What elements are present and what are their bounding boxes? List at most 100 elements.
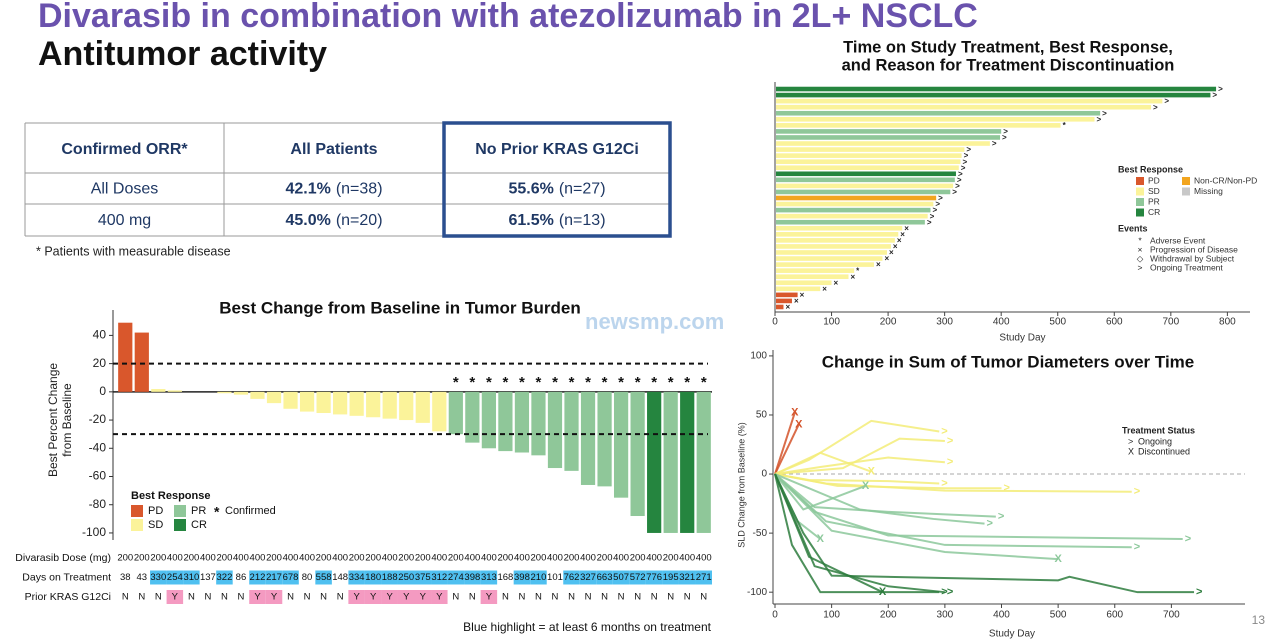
status-marker: X xyxy=(817,533,825,545)
bar xyxy=(448,391,463,435)
swim-bar xyxy=(776,256,883,261)
row-value: N xyxy=(320,592,327,603)
row-value: 200 xyxy=(663,553,679,564)
row-value: 200 xyxy=(117,553,133,564)
row-value: 663 xyxy=(597,572,613,583)
row-value: N xyxy=(138,592,145,603)
event-marker: > xyxy=(952,188,957,197)
bar xyxy=(696,391,711,533)
swim-bar xyxy=(776,286,821,292)
confirmed-marker: * xyxy=(502,374,508,391)
legend-label: CR xyxy=(1148,207,1160,217)
swim-bar xyxy=(776,280,832,286)
event-marker: × xyxy=(884,254,889,263)
row-value: N xyxy=(618,592,625,603)
cell-highlight xyxy=(348,570,365,585)
row-value: 400 xyxy=(481,553,497,564)
cell-highlight xyxy=(480,590,498,604)
row-value: 200 xyxy=(150,553,166,564)
x-tick-label: 800 xyxy=(1219,317,1236,328)
row-value: N xyxy=(651,592,658,603)
x-tick-label: 100 xyxy=(823,317,840,328)
event-marker: > xyxy=(964,151,969,160)
x-tick-label: 200 xyxy=(880,610,897,621)
row-label: Prior KRAS G12Ci xyxy=(25,591,111,603)
table-cell: 42.1% (n=38) xyxy=(285,181,382,198)
bar xyxy=(564,391,579,471)
legend-label: Missing xyxy=(1194,186,1223,196)
row-value: N xyxy=(568,592,575,603)
row-value: 250 xyxy=(398,572,414,583)
event-marker: > xyxy=(955,182,960,191)
legend-symbol: > xyxy=(1138,262,1143,272)
status-marker: X xyxy=(868,466,876,478)
swim-bar xyxy=(776,189,951,195)
status-marker: X xyxy=(795,418,803,430)
event-marker: × xyxy=(785,303,790,312)
event-marker: > xyxy=(935,200,940,209)
sld-line xyxy=(774,423,800,475)
row-value: 217 xyxy=(266,572,282,583)
swim-bar xyxy=(776,201,934,207)
row-value: N xyxy=(221,592,228,603)
row-value: N xyxy=(601,592,608,603)
cell-highlight xyxy=(596,570,613,585)
confirmed-marker: * xyxy=(536,374,542,391)
row-value: 400 xyxy=(332,553,348,564)
row-value: Y xyxy=(486,592,493,603)
row-value: Y xyxy=(370,592,377,603)
cell-highlight xyxy=(216,570,233,585)
legend-label: PD xyxy=(1148,175,1160,185)
swim-bar xyxy=(776,159,961,164)
confirmed-marker: * xyxy=(684,374,690,391)
cell-highlight xyxy=(695,570,712,585)
bar xyxy=(233,391,249,395)
legend-label: SD xyxy=(1148,186,1160,196)
swim-bar xyxy=(776,274,849,280)
confirmed-marker: * xyxy=(569,374,575,391)
cell-highlight xyxy=(381,590,398,604)
bar xyxy=(266,391,282,404)
x-tick-label: 700 xyxy=(1163,610,1180,621)
x-tick-label: 600 xyxy=(1106,610,1123,621)
event-marker: × xyxy=(834,278,839,287)
status-marker: > xyxy=(987,518,993,530)
event-marker: * xyxy=(856,266,860,275)
y-tick-label: -100 xyxy=(747,587,767,598)
row-value: 200 xyxy=(349,553,365,564)
event-marker: × xyxy=(822,284,827,293)
row-value: N xyxy=(535,592,542,603)
y-tick-label: -80 xyxy=(89,497,107,511)
legend-title: Events xyxy=(1118,223,1148,233)
sld-line xyxy=(774,473,884,594)
swim-bar xyxy=(776,98,1163,104)
legend-symbol: X xyxy=(1128,446,1134,456)
row-value: N xyxy=(337,592,344,603)
x-tick-label: 100 xyxy=(823,610,840,621)
row-value: Y xyxy=(254,592,261,603)
bar xyxy=(167,390,182,392)
bar xyxy=(613,391,629,498)
row-value: 322 xyxy=(217,572,233,583)
event-marker: > xyxy=(938,194,943,203)
legend-swatch xyxy=(131,519,143,531)
row-value: 400 xyxy=(547,553,563,564)
sld-line xyxy=(774,473,996,518)
confirmed-marker: * xyxy=(519,374,525,391)
legend-swatch xyxy=(1136,187,1144,196)
row-value: 200 xyxy=(597,553,613,564)
bar xyxy=(432,391,447,432)
confirmed-marker: * xyxy=(651,374,657,391)
legend-swatch xyxy=(1136,177,1144,185)
status-marker: > xyxy=(941,425,947,437)
event-marker: > xyxy=(962,157,967,166)
legend-swatch xyxy=(1182,187,1190,196)
y-tick-label: 0 xyxy=(99,384,106,398)
sld-line xyxy=(774,473,940,594)
y-tick-label: -100 xyxy=(82,525,106,539)
page-number: 13 xyxy=(1252,613,1266,627)
event-marker: > xyxy=(992,139,997,148)
bar xyxy=(514,391,530,453)
row-value: N xyxy=(469,592,476,603)
row-value: N xyxy=(700,592,707,603)
